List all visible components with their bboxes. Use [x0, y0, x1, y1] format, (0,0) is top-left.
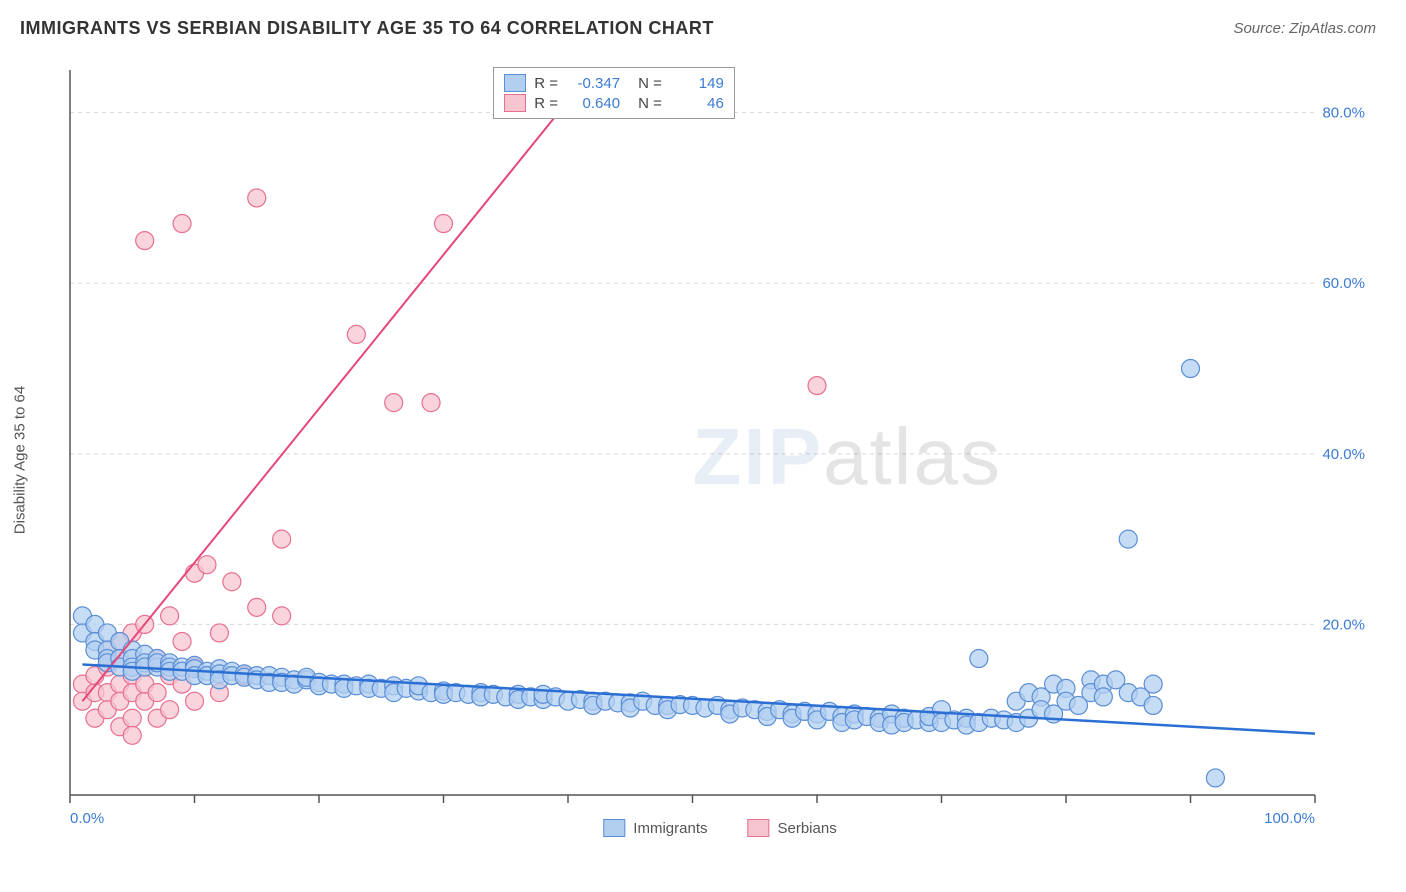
legend-row-immigrants: R = -0.347 N = 149 [504, 74, 724, 92]
series-legend: Immigrants Serbians [603, 819, 836, 837]
stats-legend: R = -0.347 N = 149 R = 0.640 N = 46 [493, 67, 735, 119]
legend-row-serbians: R = 0.640 N = 46 [504, 94, 724, 112]
legend-item-immigrants: Immigrants [603, 819, 707, 837]
swatch-icon [747, 819, 769, 837]
svg-text:100.0%: 100.0% [1264, 810, 1315, 827]
chart-container: Disability Age 35 to 64 0.0%100.0%20.0%4… [20, 50, 1390, 870]
source-attribution: Source: ZipAtlas.com [1233, 20, 1376, 37]
chart-title: IMMIGRANTS VS SERBIAN DISABILITY AGE 35 … [20, 18, 714, 39]
svg-text:20.0%: 20.0% [1322, 616, 1365, 633]
y-axis-label: Disability Age 35 to 64 [12, 386, 29, 534]
swatch-icon [504, 94, 526, 112]
plot-area: 0.0%100.0%20.0%40.0%60.0%80.0% ZIPatlas … [65, 65, 1375, 835]
chart-svg: 0.0% 100.0% 20.0% 40.0% 60.0% 80.0% [65, 65, 1375, 835]
legend-item-serbians: Serbians [747, 819, 836, 837]
svg-text:60.0%: 60.0% [1322, 275, 1365, 292]
swatch-icon [504, 74, 526, 92]
svg-text:40.0%: 40.0% [1322, 446, 1365, 463]
swatch-icon [603, 819, 625, 837]
svg-text:80.0%: 80.0% [1322, 105, 1365, 122]
svg-text:0.0%: 0.0% [70, 810, 104, 827]
